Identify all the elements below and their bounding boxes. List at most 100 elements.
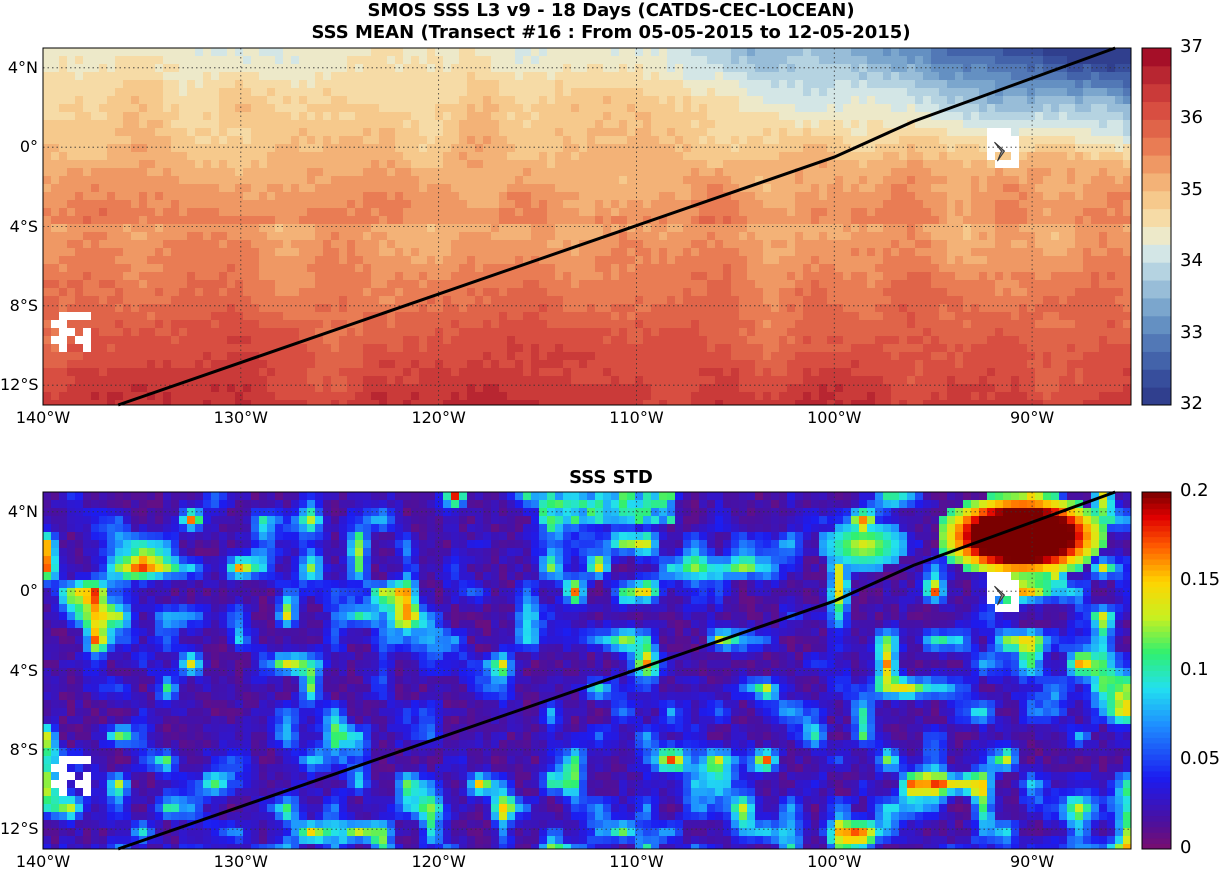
colorbar-step	[1142, 333, 1171, 352]
colorbar-step	[1142, 731, 1171, 738]
colorbar-tick-label: 35	[1180, 178, 1203, 200]
x-tick-label: 130°W	[213, 408, 268, 427]
figure-title: SMOS SSS L3 v9 - 18 Days (CATDS-CEC-LOCE…	[367, 0, 855, 21]
colorbar-step	[1142, 692, 1171, 699]
colorbar-step	[1142, 798, 1171, 805]
colorbar-step	[1142, 244, 1171, 263]
colorbar-tick-label: 32	[1180, 393, 1203, 414]
colorbar-step	[1142, 137, 1171, 156]
x-tick-label: 110°W	[609, 852, 664, 871]
colorbar-step	[1142, 815, 1171, 822]
colorbar-step	[1142, 715, 1171, 722]
colorbar-step	[1142, 659, 1171, 666]
colorbar-step	[1142, 525, 1171, 532]
colorbar-step	[1142, 743, 1171, 750]
colorbar-step	[1142, 351, 1171, 370]
colorbar-step	[1142, 119, 1171, 138]
colorbar-tick-label: 0.2	[1180, 480, 1209, 501]
sss-mean-colorbar	[1141, 47, 1172, 406]
mean-panel-title: SSS MEAN (Transect #16 : From 05-05-2015…	[311, 22, 911, 43]
colorbar-step	[1142, 804, 1171, 811]
colorbar-step	[1142, 508, 1171, 515]
transect-line	[117, 490, 1116, 851]
colorbar-step	[1142, 519, 1171, 526]
std-panel-title: SSS STD	[569, 467, 653, 488]
colorbar-step	[1142, 648, 1171, 655]
colorbar-step	[1142, 297, 1171, 317]
colorbar-step	[1142, 642, 1171, 649]
colorbar-frame	[1141, 491, 1172, 850]
x-tick-label: 140°W	[15, 852, 71, 871]
colorbar-step	[1142, 754, 1171, 761]
colorbar-step	[1142, 190, 1171, 210]
colorbar-step	[1142, 226, 1171, 245]
colorbar-step	[1142, 542, 1171, 549]
colorbar-step	[1142, 315, 1171, 335]
y-tick-label: 4°S	[9, 216, 38, 236]
colorbar-step	[1142, 676, 1171, 683]
colorbar-tick-label: 0.15	[1180, 569, 1221, 591]
colorbar-tick-label: 36	[1180, 107, 1203, 129]
colorbar-step	[1142, 698, 1171, 705]
panel-1-overlay	[42, 46, 1132, 407]
y-tick-label: 8°S	[9, 739, 38, 759]
colorbar-step	[1142, 782, 1171, 789]
sss-std-colorbar	[1141, 491, 1172, 850]
colorbar-step	[1142, 709, 1171, 716]
colorbar-step	[1142, 670, 1171, 677]
y-tick-label: 12°S	[0, 819, 39, 839]
colorbar-step	[1142, 748, 1171, 755]
colorbar-step	[1142, 65, 1171, 85]
colorbar-step	[1142, 536, 1171, 543]
colorbar-step	[1142, 703, 1171, 711]
colorbar-step	[1142, 631, 1171, 638]
colorbar-step	[1142, 514, 1171, 521]
colorbar-step	[1142, 770, 1171, 777]
colorbar-step	[1142, 776, 1171, 783]
colorbar-step	[1142, 369, 1171, 388]
x-tick-label: 120°W	[411, 852, 466, 871]
colorbar-step	[1142, 564, 1171, 571]
colorbar-step	[1142, 547, 1171, 554]
x-tick-label: 100°W	[807, 408, 862, 427]
colorbar-step	[1142, 726, 1171, 733]
y-tick-label: 12°S	[0, 375, 39, 395]
colorbar-step	[1142, 809, 1171, 817]
colorbar-step	[1142, 597, 1171, 605]
colorbar-tick-label: 33	[1180, 321, 1203, 343]
colorbar-step	[1142, 826, 1171, 833]
colorbar-step	[1142, 832, 1171, 839]
x-tick-label: 100°W	[807, 852, 862, 871]
colorbar-step	[1142, 821, 1171, 828]
colorbar-step	[1142, 637, 1171, 644]
colorbar-step	[1142, 570, 1171, 577]
colorbar-step	[1142, 765, 1171, 772]
colorbar-step	[1142, 837, 1171, 844]
colorbar-step	[1142, 592, 1171, 599]
colorbar-step	[1142, 553, 1171, 560]
colorbar-step	[1142, 620, 1171, 627]
colorbar-step	[1142, 843, 1171, 850]
colorbar-frame	[1141, 47, 1172, 406]
colorbar-tick-label: 34	[1180, 250, 1203, 272]
colorbar-step	[1142, 558, 1171, 566]
colorbar-step	[1142, 787, 1171, 794]
colorbar-step	[1142, 497, 1171, 504]
colorbar-tick-label: 0.05	[1180, 747, 1221, 769]
plot-frame	[42, 47, 1132, 406]
colorbar-step	[1142, 262, 1171, 281]
colorbar-step	[1142, 586, 1171, 593]
colorbar-tick-label: 0.1	[1180, 658, 1209, 680]
colorbar-step	[1142, 155, 1171, 174]
galapagos-marker	[994, 141, 1006, 162]
colorbar-step	[1142, 603, 1171, 610]
colorbar-step	[1142, 492, 1171, 499]
y-tick-label: 4°N	[7, 57, 38, 77]
x-tick-label: 90°W	[1009, 852, 1055, 871]
x-tick-label: 130°W	[213, 852, 268, 871]
colorbar-step	[1142, 280, 1171, 299]
sss-std-field	[43, 492, 1131, 849]
colorbar-step	[1142, 653, 1171, 660]
y-tick-label: 0°	[19, 137, 38, 157]
